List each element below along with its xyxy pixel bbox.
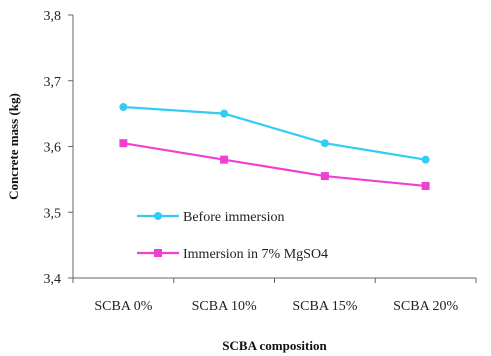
data-point [119,139,128,148]
data-point [320,172,329,181]
legend-label: Before immersion [183,210,284,225]
tick-labels: 3,4 3,5 3,6 3,7 3,8 SCBA 0% SCBA 10% SCBA 15% SC… [44,9,459,314]
series-line-2 [123,142,426,188]
x-tick-label: SCBA 15% [292,299,357,314]
legend: Before immersion Immersion in 7% MgSO4 [137,210,328,262]
series-line-1 [123,105,426,161]
legend-marker [154,249,162,257]
data-point [220,155,229,164]
data-point [421,181,430,190]
axes [68,14,477,283]
legend-label: Immersion in 7% MgSO4 [183,247,328,262]
y-tick-label: 3,7 [44,75,62,90]
y-tick-label: 3,6 [44,141,62,156]
y-tick-label: 3,5 [44,206,62,221]
legend-marker [154,212,162,220]
y-axis-title: Concrete mass (kg) [6,93,21,200]
x-tick-label: SCBA 10% [192,299,257,314]
data-point [320,139,329,148]
data-point [119,103,128,112]
y-tick-label: 3,8 [44,9,62,24]
x-tick-label: SCBA 20% [393,299,458,314]
y-tick-label: 3,4 [44,272,62,287]
data-point [421,155,430,164]
data-point [220,109,229,118]
series-lines [119,103,430,190]
x-axis-title: SCBA composition [222,338,327,353]
x-tick-label: SCBA 0% [94,299,152,314]
